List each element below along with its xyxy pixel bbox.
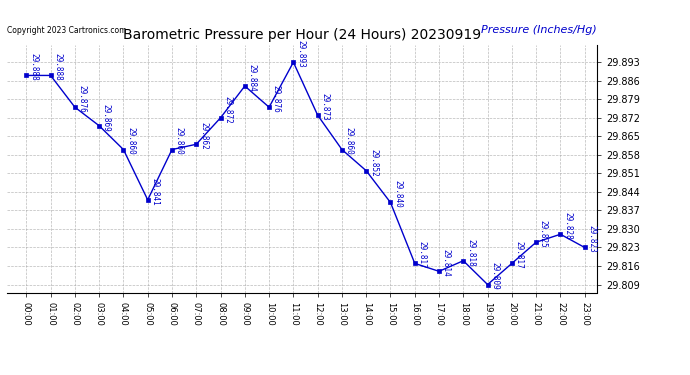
Text: Pressure (Inches/Hg): Pressure (Inches/Hg) [481, 25, 597, 35]
Text: 29.823: 29.823 [587, 225, 596, 253]
Text: 29.876: 29.876 [78, 85, 87, 113]
Text: 29.817: 29.817 [417, 241, 426, 269]
Text: Copyright 2023 Cartronics.com: Copyright 2023 Cartronics.com [7, 26, 126, 35]
Text: 29.862: 29.862 [199, 122, 208, 150]
Text: 29.825: 29.825 [539, 220, 548, 248]
Text: 29.828: 29.828 [563, 212, 572, 240]
Text: 29.840: 29.840 [393, 180, 402, 208]
Text: 29.872: 29.872 [224, 96, 233, 123]
Text: 29.873: 29.873 [320, 93, 329, 121]
Text: 29.841: 29.841 [150, 178, 159, 206]
Text: 29.888: 29.888 [29, 53, 38, 81]
Text: 29.869: 29.869 [102, 104, 111, 131]
Text: 29.888: 29.888 [53, 53, 62, 81]
Text: 29.814: 29.814 [442, 249, 451, 277]
Text: 29.818: 29.818 [466, 238, 475, 266]
Text: 29.884: 29.884 [248, 64, 257, 92]
Text: 29.809: 29.809 [491, 262, 500, 290]
Text: 29.860: 29.860 [175, 128, 184, 155]
Text: 29.876: 29.876 [272, 85, 281, 113]
Title: Barometric Pressure per Hour (24 Hours) 20230919: Barometric Pressure per Hour (24 Hours) … [123, 28, 481, 42]
Text: 29.860: 29.860 [126, 128, 135, 155]
Text: 29.860: 29.860 [345, 128, 354, 155]
Text: 29.893: 29.893 [296, 40, 305, 68]
Text: 29.817: 29.817 [515, 241, 524, 269]
Text: 29.852: 29.852 [369, 148, 378, 176]
